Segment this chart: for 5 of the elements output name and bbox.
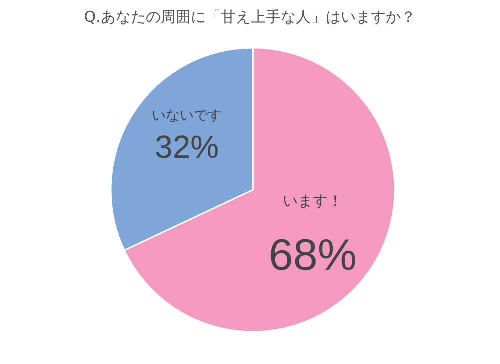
data-label: 68%	[268, 231, 357, 280]
data-label: 32%	[155, 129, 220, 166]
slice-label: います！	[282, 192, 343, 210]
chart-title: Q.あなたの周囲に「甘え上手な人」はいますか？	[84, 8, 416, 26]
slice-label: いないです	[152, 108, 222, 124]
